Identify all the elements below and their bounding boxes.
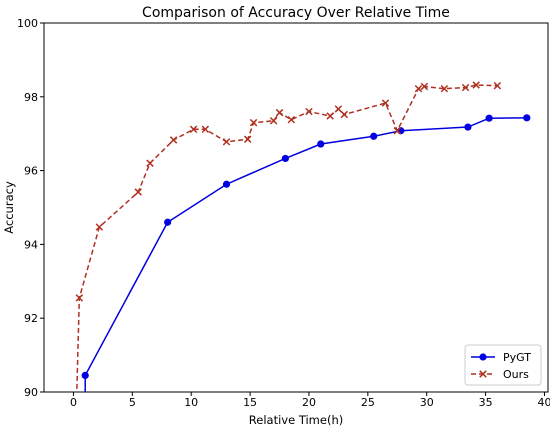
data-point xyxy=(472,81,480,89)
y-tick-label: 90 xyxy=(24,386,38,399)
x-tick-label: 40 xyxy=(537,396,550,409)
data-point xyxy=(81,371,89,379)
y-tick-label: 100 xyxy=(17,17,38,30)
data-point xyxy=(317,140,325,148)
x-tick-label: 10 xyxy=(184,396,198,409)
data-point xyxy=(523,114,531,122)
data-point xyxy=(381,99,390,107)
y-tick-label: 98 xyxy=(24,91,38,104)
y-tick-label: 92 xyxy=(24,312,38,325)
data-point xyxy=(370,132,378,140)
data-point xyxy=(75,294,84,302)
x-tick-label: 30 xyxy=(420,396,434,409)
data-point xyxy=(340,110,349,119)
data-point xyxy=(485,114,493,122)
data-point xyxy=(440,84,449,93)
data-point xyxy=(164,218,172,226)
legend: PyGT Ours xyxy=(464,344,542,386)
plot-frame xyxy=(43,22,549,393)
series-pygt xyxy=(81,114,531,392)
data-point xyxy=(326,112,334,120)
data-point xyxy=(95,223,104,231)
data-point xyxy=(134,188,142,196)
data-point xyxy=(393,127,402,135)
legend-marker xyxy=(479,353,487,361)
data-point xyxy=(334,105,343,113)
data-point xyxy=(243,135,252,143)
data-point xyxy=(189,125,198,134)
series-ours xyxy=(75,81,502,392)
data-point xyxy=(201,125,210,134)
series-line-ours xyxy=(76,84,498,392)
axes: 0 5 10 15 20 25 30 35 40 90 92 94 96 98 100 xyxy=(17,17,550,409)
chart-title: Comparison of Accuracy Over Relative Tim… xyxy=(142,5,450,21)
plot-area xyxy=(43,22,549,393)
data-point xyxy=(222,180,231,188)
data-point xyxy=(146,159,154,167)
data-point xyxy=(287,115,296,124)
data-point xyxy=(269,117,278,125)
x-tick-label: 20 xyxy=(302,396,316,409)
data-point xyxy=(222,138,231,146)
data-point xyxy=(464,123,472,131)
x-tick-label: 25 xyxy=(361,396,375,409)
x-tick-label: 15 xyxy=(243,396,257,409)
data-point xyxy=(281,154,290,163)
x-tick-label: 0 xyxy=(70,396,77,409)
y-tick-label: 94 xyxy=(24,238,38,251)
data-point xyxy=(249,118,258,127)
x-tick-label: 35 xyxy=(479,396,493,409)
legend-item-pygt: PyGT xyxy=(471,351,531,364)
data-point xyxy=(420,82,429,91)
series-marks xyxy=(75,81,531,392)
legend-item-ours: Ours xyxy=(471,368,529,381)
data-point xyxy=(414,84,423,93)
data-point xyxy=(305,107,313,116)
y-axis-label: Accuracy xyxy=(2,181,16,234)
y-tick-label: 96 xyxy=(24,165,38,178)
data-point xyxy=(493,81,502,90)
x-tick-label: 5 xyxy=(129,396,136,409)
data-point xyxy=(275,108,284,117)
legend-label: PyGT xyxy=(503,351,531,364)
legend-label: Ours xyxy=(503,368,529,381)
x-axis-label: Relative Time(h) xyxy=(249,413,343,427)
data-point xyxy=(169,136,178,144)
legend-marker xyxy=(479,370,487,378)
data-point xyxy=(461,83,470,92)
